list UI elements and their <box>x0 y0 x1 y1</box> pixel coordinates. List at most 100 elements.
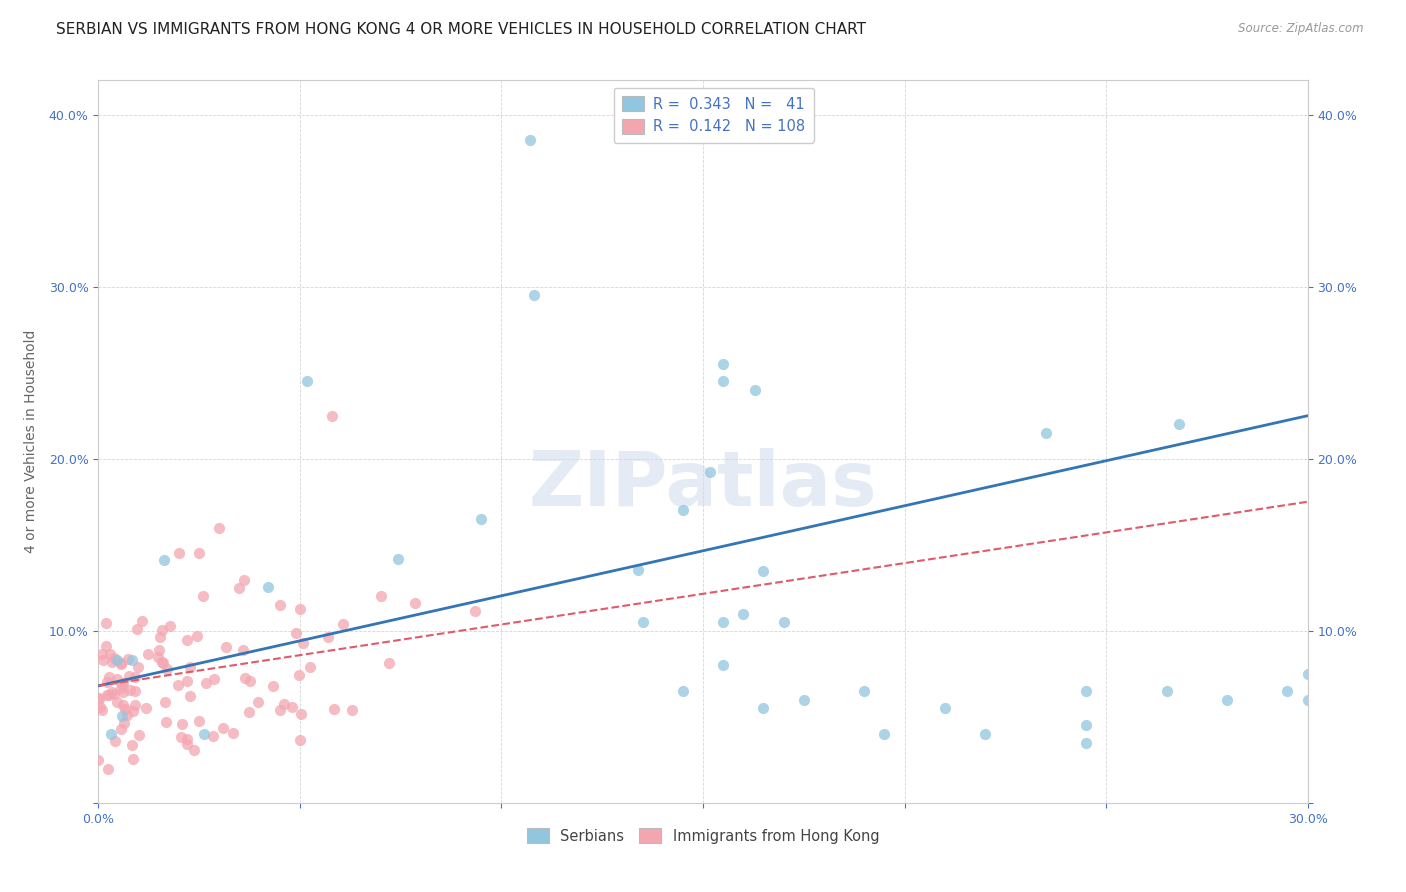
Point <box>121 752 143 766</box>
Point <box>152 656 174 670</box>
Point <box>281 700 304 714</box>
Point <box>98 670 121 684</box>
Point <box>110 657 132 671</box>
Point <box>233 671 256 685</box>
Point <box>290 707 312 722</box>
Point <box>111 698 134 712</box>
Point <box>124 698 146 712</box>
Point <box>146 649 169 664</box>
Point <box>752 564 775 578</box>
Point <box>672 503 695 517</box>
Point <box>752 701 775 715</box>
Text: Source: ZipAtlas.com: Source: ZipAtlas.com <box>1239 22 1364 36</box>
Point <box>117 652 139 666</box>
Point <box>176 738 198 752</box>
Point <box>285 626 308 640</box>
Point <box>98 647 121 661</box>
Point <box>96 615 118 630</box>
Point <box>176 732 198 747</box>
Point <box>187 714 209 728</box>
Point <box>699 465 721 479</box>
Point <box>153 553 176 567</box>
Point <box>523 288 546 302</box>
Point <box>269 703 291 717</box>
Point <box>332 617 354 632</box>
Point <box>212 721 235 735</box>
Point <box>105 695 128 709</box>
Point <box>111 677 134 691</box>
Point <box>257 580 280 594</box>
Point <box>297 374 319 388</box>
Point <box>470 512 492 526</box>
Point <box>128 728 150 742</box>
Point <box>110 657 132 671</box>
Point <box>105 653 128 667</box>
Point <box>124 684 146 698</box>
Point <box>711 615 734 630</box>
Point <box>1074 718 1097 732</box>
Point <box>121 738 143 752</box>
Y-axis label: 4 or more Vehicles in Household: 4 or more Vehicles in Household <box>24 330 38 553</box>
Point <box>228 581 250 595</box>
Text: ZIPatlas: ZIPatlas <box>529 448 877 522</box>
Point <box>91 703 114 717</box>
Point <box>1216 692 1239 706</box>
Point <box>87 692 110 706</box>
Point <box>101 685 124 699</box>
Point <box>202 729 225 743</box>
Point <box>322 702 344 716</box>
Point <box>299 659 322 673</box>
Point <box>627 563 650 577</box>
Point <box>155 695 177 709</box>
Point <box>291 636 314 650</box>
Point <box>1156 684 1178 698</box>
Point <box>247 695 270 709</box>
Point <box>974 727 997 741</box>
Point <box>117 708 139 723</box>
Point <box>131 615 153 629</box>
Point <box>238 674 260 689</box>
Point <box>159 619 181 633</box>
Point <box>96 688 118 702</box>
Point <box>233 573 256 587</box>
Point <box>89 691 111 706</box>
Point <box>232 643 254 657</box>
Point <box>110 722 132 736</box>
Point <box>183 743 205 757</box>
Point <box>672 684 695 698</box>
Point <box>269 598 291 612</box>
Point <box>387 552 409 566</box>
Point <box>214 640 236 655</box>
Point <box>114 702 136 716</box>
Point <box>97 762 120 776</box>
Point <box>112 716 135 731</box>
Point <box>125 622 148 636</box>
Point <box>124 670 146 684</box>
Point <box>1296 666 1319 681</box>
Point <box>262 679 284 693</box>
Point <box>150 624 173 638</box>
Point <box>1167 417 1189 432</box>
Point <box>1074 735 1097 749</box>
Point <box>121 653 143 667</box>
Point <box>1277 684 1299 698</box>
Point <box>156 662 179 676</box>
Point <box>105 673 128 687</box>
Point <box>111 709 134 723</box>
Point <box>288 668 311 682</box>
Point <box>120 683 142 698</box>
Point <box>136 647 159 661</box>
Point <box>122 704 145 718</box>
Point <box>155 714 177 729</box>
Point <box>1074 684 1097 698</box>
Point <box>202 672 225 686</box>
Point <box>288 602 311 616</box>
Point <box>96 674 118 689</box>
Point <box>135 701 157 715</box>
Point <box>321 409 343 423</box>
Point <box>176 632 198 647</box>
Point <box>1035 425 1057 440</box>
Point <box>111 675 134 690</box>
Point <box>103 687 125 701</box>
Point <box>519 133 541 147</box>
